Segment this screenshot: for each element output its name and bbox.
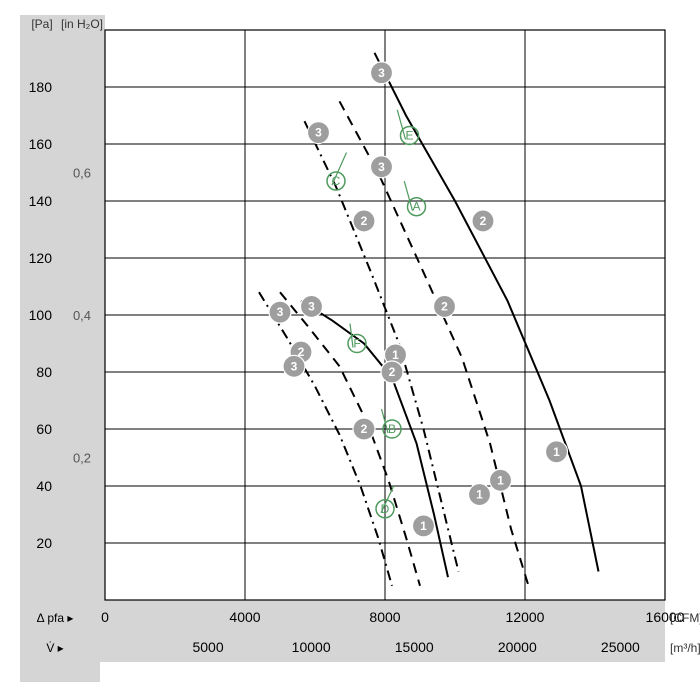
svg-text:D: D <box>381 502 390 516</box>
point-marker-2: 2 <box>353 210 375 232</box>
svg-text:2: 2 <box>361 422 368 436</box>
svg-text:3: 3 <box>291 359 298 373</box>
svg-text:0,2: 0,2 <box>73 451 91 466</box>
point-marker-3: 3 <box>301 295 323 317</box>
svg-text:0,6: 0,6 <box>73 166 91 181</box>
svg-text:[m³/h]: [m³/h] <box>670 641 700 655</box>
svg-text:4000: 4000 <box>229 609 260 625</box>
svg-text:25000: 25000 <box>601 639 640 655</box>
point-marker-2: 2 <box>472 210 494 232</box>
svg-text:2: 2 <box>361 214 368 228</box>
svg-text:1: 1 <box>392 348 399 362</box>
svg-text:3: 3 <box>277 305 284 319</box>
svg-text:V̇ ▸: V̇ ▸ <box>46 641 63 655</box>
svg-text:[in H₂O]: [in H₂O] <box>61 17 103 31</box>
svg-text:2: 2 <box>480 214 487 228</box>
chart-svg: 20406080100120140160180[Pa]0,20,40,6[in … <box>0 0 700 700</box>
svg-text:C: C <box>332 174 341 188</box>
svg-text:5000: 5000 <box>192 639 223 655</box>
svg-text:B: B <box>388 422 396 436</box>
svg-text:40: 40 <box>36 478 52 494</box>
svg-text:2: 2 <box>441 299 448 313</box>
point-marker-3: 3 <box>283 355 305 377</box>
svg-text:20: 20 <box>36 535 52 551</box>
svg-text:20000: 20000 <box>498 639 537 655</box>
point-marker-1: 1 <box>413 515 435 537</box>
point-marker-3: 3 <box>269 301 291 323</box>
point-marker-2: 2 <box>434 295 456 317</box>
svg-text:[Pa]: [Pa] <box>31 17 52 31</box>
svg-text:3: 3 <box>378 160 385 174</box>
svg-text:15000: 15000 <box>395 639 434 655</box>
point-marker-3: 3 <box>371 62 393 84</box>
svg-text:100: 100 <box>29 307 53 323</box>
svg-text:120: 120 <box>29 250 53 266</box>
svg-text:8000: 8000 <box>369 609 400 625</box>
point-marker-3: 3 <box>371 156 393 178</box>
point-marker-1: 1 <box>490 469 512 491</box>
svg-text:[CFM]: [CFM] <box>670 611 700 625</box>
svg-text:3: 3 <box>378 66 385 80</box>
svg-text:A: A <box>412 200 420 214</box>
point-marker-3: 3 <box>308 122 330 144</box>
svg-text:80: 80 <box>36 364 52 380</box>
point-marker-1: 1 <box>469 484 491 506</box>
svg-text:F: F <box>353 337 360 351</box>
svg-text:0: 0 <box>101 609 109 625</box>
svg-text:3: 3 <box>308 299 315 313</box>
svg-text:60: 60 <box>36 421 52 437</box>
point-marker-1: 1 <box>546 441 568 463</box>
point-marker-2: 2 <box>381 361 403 383</box>
svg-text:3: 3 <box>315 126 322 140</box>
svg-text:180: 180 <box>29 79 53 95</box>
svg-text:E: E <box>405 128 413 142</box>
svg-text:160: 160 <box>29 136 53 152</box>
svg-text:10000: 10000 <box>292 639 331 655</box>
svg-text:0,4: 0,4 <box>73 308 91 323</box>
svg-text:12000: 12000 <box>506 609 545 625</box>
svg-text:2: 2 <box>389 365 396 379</box>
svg-text:1: 1 <box>420 519 427 533</box>
svg-text:1: 1 <box>476 488 483 502</box>
svg-text:Δ pfa ▸: Δ pfa ▸ <box>37 611 74 625</box>
svg-text:1: 1 <box>497 473 504 487</box>
svg-text:1: 1 <box>553 445 560 459</box>
fan-performance-chart: 20406080100120140160180[Pa]0,20,40,6[in … <box>0 0 700 700</box>
point-marker-2: 2 <box>353 418 375 440</box>
svg-text:140: 140 <box>29 193 53 209</box>
